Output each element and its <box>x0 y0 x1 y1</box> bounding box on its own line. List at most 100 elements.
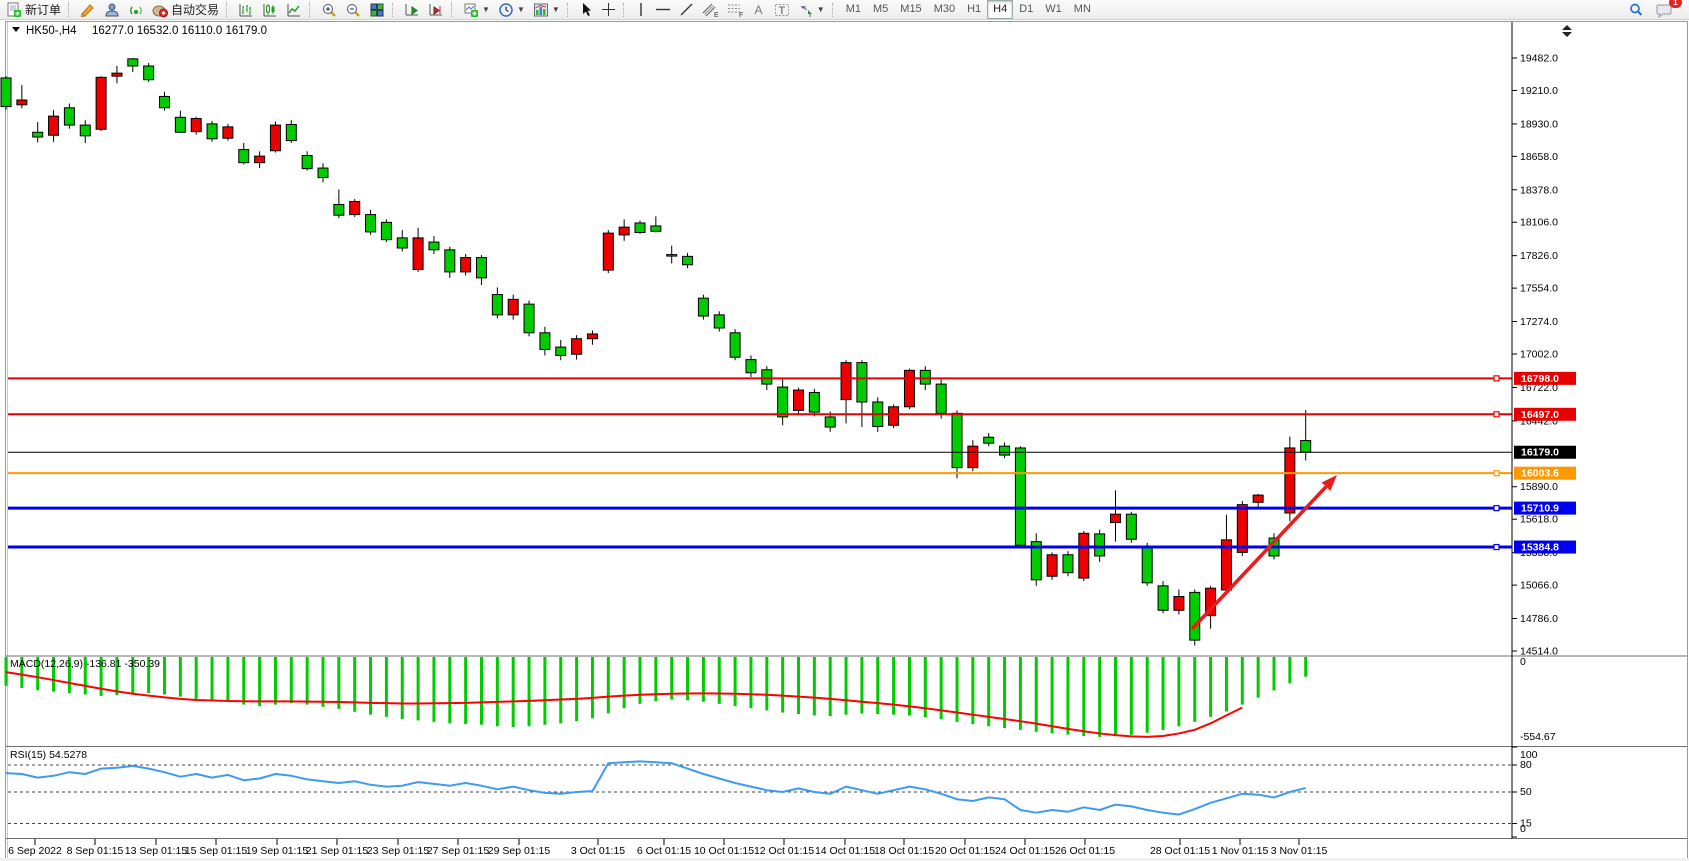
candle-body <box>967 445 979 469</box>
candle-body <box>888 406 900 426</box>
vline-tool-button[interactable] <box>631 0 651 20</box>
candle-body <box>634 222 646 234</box>
candle-body <box>1014 447 1026 546</box>
arrow-objects-icon <box>800 5 812 17</box>
zoom-out-button[interactable] <box>341 0 365 20</box>
candle-body <box>602 232 614 271</box>
time-label: 3 Nov 01:15 <box>1271 845 1328 857</box>
chat-button[interactable]: 1 <box>1652 0 1682 20</box>
candle-body <box>1046 554 1058 577</box>
candle-body <box>666 254 678 257</box>
hline-handle[interactable] <box>1493 375 1500 382</box>
text-tool-button[interactable]: A <box>748 0 770 20</box>
macd-signal-line <box>5 671 1243 738</box>
svg-text:18106.0: 18106.0 <box>1520 217 1558 229</box>
time-label: 29 Sep 01:15 <box>488 845 551 857</box>
text-label-tool-button[interactable]: T <box>770 0 794 20</box>
candle-body <box>206 123 218 140</box>
price-badge: 16497.0 <box>1514 407 1576 421</box>
signal-icon <box>130 6 142 14</box>
zoom-in-button[interactable] <box>317 0 341 20</box>
time-label: 15 Sep 01:15 <box>185 845 248 857</box>
arrows-tool-button[interactable]: ▼ <box>794 0 829 20</box>
candlestick-chart-button[interactable] <box>258 0 282 20</box>
styles-button[interactable] <box>76 0 100 20</box>
price-badge: 16179.0 <box>1514 445 1576 459</box>
trendline-tool-button[interactable] <box>675 0 698 20</box>
svg-text:16798.0: 16798.0 <box>1521 373 1559 385</box>
periods-button[interactable]: ▼ <box>494 0 529 20</box>
new-order-button[interactable]: 新订单 <box>2 0 65 20</box>
candle-body <box>571 338 583 355</box>
price-badge: 15710.9 <box>1514 501 1576 515</box>
cursor-tool-button[interactable] <box>575 0 597 20</box>
svg-text:A: A <box>754 3 762 17</box>
candle-body <box>460 257 472 273</box>
tile-windows-icon <box>370 3 384 16</box>
signals-button[interactable] <box>124 0 148 20</box>
toolbar-separator <box>831 2 837 17</box>
indicators-button[interactable]: ▼ <box>529 0 564 20</box>
fibonacci-tool-button[interactable]: F <box>723 0 748 20</box>
timeframe-m5[interactable]: M5 <box>873 3 889 15</box>
candle-body <box>143 65 155 81</box>
candle-body <box>159 95 170 109</box>
profile-button[interactable] <box>100 0 124 20</box>
timeframe-h1[interactable]: H1 <box>967 3 982 15</box>
timeframe-m15[interactable]: M15 <box>900 3 922 15</box>
axis-scroll-icon[interactable] <box>1562 25 1572 37</box>
crosshair-tool-button[interactable] <box>597 0 620 20</box>
candle-body <box>618 226 630 236</box>
candle-body <box>0 77 12 108</box>
search-button[interactable] <box>1624 0 1648 20</box>
price-badge: 15384.8 <box>1514 540 1576 554</box>
timeframe-mn[interactable]: MN <box>1073 3 1091 15</box>
timeframe-h4[interactable]: H4 <box>987 0 1014 19</box>
candle-body <box>729 332 741 358</box>
hline-tool-button[interactable] <box>651 0 675 20</box>
candle-body <box>951 412 963 469</box>
hline-handle[interactable] <box>1493 543 1500 551</box>
candle-body <box>919 369 931 385</box>
candle-body <box>1030 541 1042 581</box>
timeframe-m30[interactable]: M30 <box>933 3 956 15</box>
chart-canvas[interactable]: 19482.0 19210.0 18930.0 18658.0 18378.0 18106… <box>0 19 1689 861</box>
timeframe-d1[interactable]: D1 <box>1019 3 1034 15</box>
autotrading-button[interactable]: 自动交易 <box>148 0 223 20</box>
candle-body <box>682 255 694 266</box>
rsi-label: RSI(15) 54.5278 <box>10 749 87 761</box>
svg-text:80: 80 <box>1520 759 1532 771</box>
auto-scroll-button[interactable] <box>400 0 424 20</box>
timeframe-m1[interactable]: M1 <box>845 3 861 15</box>
time-label: 21 Sep 01:15 <box>306 845 369 857</box>
svg-text:100: 100 <box>1520 749 1538 761</box>
candle-body <box>713 314 725 329</box>
candle-body <box>745 359 757 374</box>
bar-chart-button[interactable] <box>234 0 258 20</box>
chart-shift-button[interactable] <box>424 0 448 20</box>
chart-window: 19482.0 19210.0 18930.0 18658.0 18378.0 18106… <box>0 19 1689 861</box>
tile-windows-button[interactable] <box>365 0 389 20</box>
crayon-icon <box>80 3 94 17</box>
price-axis: 19482.0 19210.0 18930.0 18658.0 18378.0 18106… <box>1511 22 1558 839</box>
autotrading-icon <box>152 5 169 17</box>
channel-tool-button[interactable]: E <box>698 0 723 20</box>
hline-handle[interactable] <box>1493 470 1500 477</box>
timeframe-w1[interactable]: W1 <box>1045 3 1062 15</box>
hline-handle[interactable] <box>1493 411 1500 418</box>
hline-handle[interactable] <box>1493 505 1500 512</box>
candle-body <box>1284 447 1296 514</box>
time-label: 28 Oct 01:15 <box>1150 845 1210 857</box>
line-chart-button[interactable] <box>282 0 306 20</box>
cursor-icon <box>582 3 591 16</box>
toolbar-separator <box>392 2 397 17</box>
zoom-out-icon <box>347 3 360 17</box>
candle-body <box>983 436 995 444</box>
candle-body <box>285 123 297 142</box>
toolbar-separator <box>566 2 572 17</box>
new-chart-button[interactable]: ▼ <box>459 0 494 20</box>
time-label: 8 Sep 01:15 <box>67 845 124 857</box>
candle-body <box>428 241 440 251</box>
price-badge: 16798.0 <box>1514 371 1576 385</box>
trend-arrow[interactable] <box>1190 475 1337 631</box>
